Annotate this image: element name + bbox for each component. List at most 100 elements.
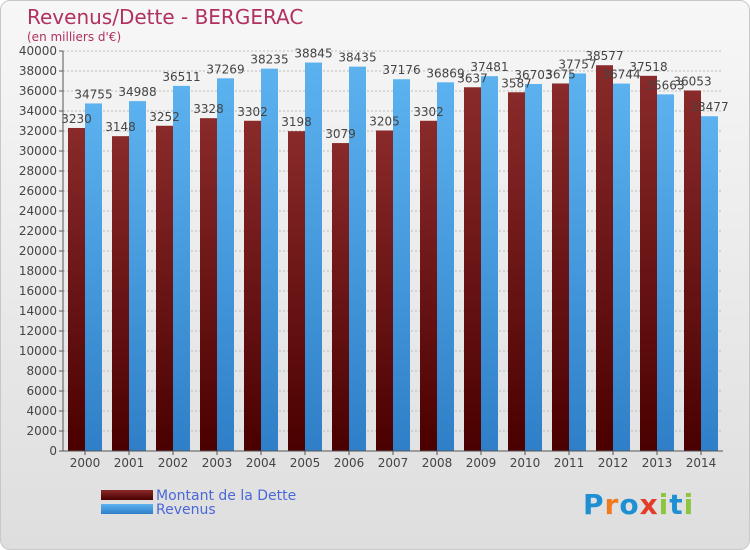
y-tick-label: 24000 [19,204,57,218]
y-tick-label: 0 [49,444,57,458]
bar-debt [640,75,657,451]
bar-debt [244,120,261,452]
bar-revenus [613,83,630,451]
data-label-debt: 3587 [501,76,532,90]
data-label-debt: 3148 [105,120,136,134]
bar-revenus [129,101,146,452]
data-label-debt: 3302 [237,105,268,119]
bar-debt [420,120,437,452]
bar-revenus [525,83,542,451]
logo-letter: x [639,488,659,521]
bar-revenus [701,116,718,451]
bar-debt [112,136,129,452]
bar-debt [508,92,525,452]
data-label-debt: 3230 [61,112,92,126]
x-tick-label: 2013 [642,456,673,470]
x-tick-label: 2005 [290,456,321,470]
data-label-revenus: 36511 [162,70,200,84]
y-tick-label: 4000 [26,404,57,418]
bar-revenus [481,76,498,451]
y-tick-label: 36000 [19,84,57,98]
y-tick-label: 20000 [19,244,57,258]
data-label-debt: 3079 [325,127,356,141]
data-label-revenus: 36703 [514,68,552,82]
y-tick-label: 32000 [19,124,57,138]
y-tick-label: 2000 [26,424,57,438]
bar-debt [200,118,217,452]
legend-label-debt: Montant de la Dette [156,488,297,504]
bar-revenus [85,103,102,451]
chart-subtitle: (en milliers d'€) [27,30,122,44]
legend-swatch-revenus [101,504,153,514]
data-label-revenus: 35663 [646,78,684,92]
data-label-revenus: 38235 [250,53,288,67]
x-tick-label: 2003 [202,456,233,470]
bar-revenus [261,68,278,452]
data-label-debt: 3675 [545,67,576,81]
data-label-revenus: 36869 [426,66,464,80]
legend-swatch-debt [101,490,153,500]
data-label-debt: 3637 [457,71,488,85]
chart-title: Revenus/Dette - BERGERAC [27,5,304,29]
bar-debt [156,125,173,452]
data-label-debt: 3205 [369,114,400,128]
x-tick-label: 2014 [686,456,717,470]
x-tick-label: 2009 [466,456,497,470]
logo-letter: t [669,488,684,521]
logo-letter: o [619,488,640,521]
y-tick-label: 34000 [19,104,57,118]
bar-revenus [657,94,674,452]
data-label-debt: 3302 [413,105,444,119]
data-label-revenus: 36744 [602,68,640,82]
x-tick-label: 2012 [598,456,629,470]
bar-debt [684,90,701,451]
logo-letter: i [683,488,695,521]
x-tick-label: 2000 [70,456,101,470]
y-tick-label: 38000 [19,64,57,78]
data-label-revenus: 38845 [294,47,332,61]
legend-label-revenus: Revenus [156,502,216,518]
data-label-revenus: 33477 [690,100,728,114]
y-tick-label: 10000 [19,344,57,358]
bar-revenus [217,78,234,451]
y-tick-label: 30000 [19,144,57,158]
bar-debt [68,127,85,451]
y-tick-label: 40000 [19,44,57,58]
data-label-debt: 38577 [585,49,623,63]
x-tick-label: 2008 [422,456,453,470]
bar-revenus [349,66,366,452]
x-tick-label: 2002 [158,456,189,470]
x-tick-label: 2001 [114,456,145,470]
bar-debt [288,131,305,452]
bar-debt [376,130,393,451]
y-tick-label: 6000 [26,384,57,398]
bar-revenus [393,79,410,452]
data-label-debt: 36053 [673,74,711,88]
data-label-revenus: 37269 [206,62,244,76]
bar-debt [596,65,613,451]
data-label-debt: 3328 [193,102,224,116]
bar-debt [552,83,569,451]
data-label-debt: 3198 [281,115,312,129]
data-label-revenus: 37176 [382,63,420,77]
y-tick-label: 28000 [19,164,57,178]
x-tick-label: 2010 [510,456,541,470]
y-tick-label: 14000 [19,304,57,318]
y-tick-label: 8000 [26,364,57,378]
logo-letter: i [658,488,670,521]
data-label-debt: 37518 [629,60,667,74]
proxiti-logo: Proxiti [583,488,694,521]
y-tick-label: 12000 [19,324,57,338]
bar-revenus [569,73,586,452]
bar-revenus [173,85,190,451]
y-tick-label: 26000 [19,184,57,198]
y-tick-label: 16000 [19,284,57,298]
logo-letter: r [604,488,620,521]
data-label-revenus: 34988 [118,85,156,99]
data-label-revenus: 38435 [338,51,376,65]
logo-letter: P [583,488,605,521]
y-tick-label: 18000 [19,264,57,278]
bar-revenus [437,82,454,451]
bar-revenus [305,62,322,452]
